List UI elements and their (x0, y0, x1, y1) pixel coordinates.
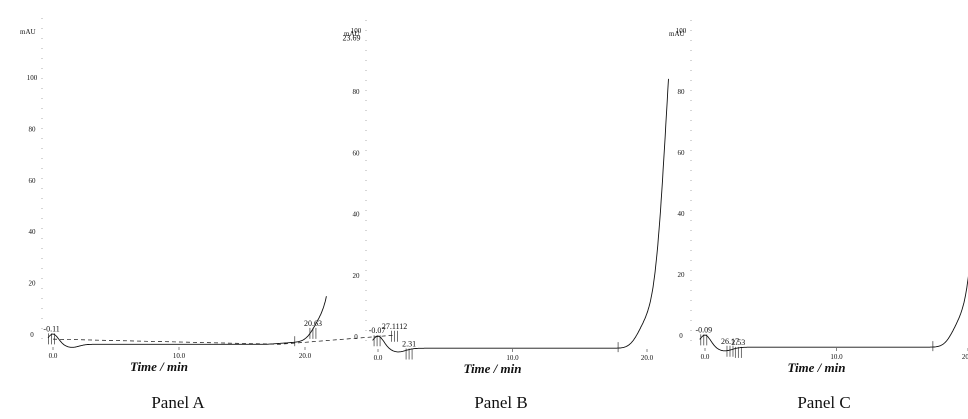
panel-a-y-tick-label: 0 (30, 331, 34, 339)
panel-c-trace (699, 276, 968, 352)
panel-c-x-tick-label: 20.0 (962, 353, 968, 361)
panel-a-y-tick-label: 20 (29, 280, 37, 288)
panel-b-x-tick-label: 20.0 (641, 354, 654, 362)
panel-c-y-unit-label: mAU (669, 30, 685, 38)
panel-c-y-tick-label: 60 (678, 149, 686, 157)
panel-a-chart: mAU 0 20 40 60 80 100 0.0 10.0 20.0 Time / min Pane… (20, 18, 407, 412)
panel-a-x-tick-label: 0.0 (49, 352, 58, 360)
panel-a-x-axis-title: Time / min (130, 359, 188, 374)
panel-a-caption: Panel A (151, 393, 205, 412)
panel-a-peak-label: 23.69 (342, 33, 360, 42)
panel-a-dashed-baseline (52, 334, 394, 345)
panel-b-x-tick-label: 10.0 (506, 354, 519, 362)
panel-a-y-tick-label: 40 (29, 228, 37, 236)
panel-b-peak-label: -0.07 (369, 326, 386, 335)
panel-c-y-tick-label: 80 (678, 88, 686, 96)
panel-c-y-tick-label: 100 (676, 27, 687, 35)
panel-c-peak-label: 2.53 (731, 338, 745, 347)
panel-a-peak-label: 27.1112 (382, 322, 407, 331)
panel-c-y-tick-label: 0 (679, 332, 683, 340)
panel-b-peak-label: 2.31 (402, 340, 416, 349)
panel-b-y-tick-label: 60 (353, 149, 361, 157)
panel-b-y-tick-label: 80 (353, 88, 361, 96)
panel-b-y-tick-label: 100 (351, 27, 362, 35)
panel-a-y-tick-label: 100 (27, 74, 38, 82)
panel-a-peak-label: -0.11 (43, 324, 59, 333)
panel-b-y-tick-label: 0 (354, 333, 358, 341)
panel-a-y-tick-label: 60 (29, 177, 37, 185)
panel-a-trace (47, 296, 327, 348)
panel-b-x-axis-title: Time / min (463, 361, 521, 376)
panel-a-x-tick-label: 10.0 (173, 352, 186, 360)
panel-c-x-axis-title: Time / min (787, 360, 845, 375)
panel-b-x-tick-label: 0.0 (374, 354, 383, 362)
panel-a-y-tick-label: 80 (29, 125, 37, 133)
panel-b-y-tick-label: 40 (353, 211, 361, 219)
panel-b-y-unit-label: mAU (344, 30, 360, 38)
panel-c-x-tick-label: 10.0 (830, 353, 843, 361)
panel-c-peak-label: -0.09 (695, 325, 712, 334)
panel-a-y-unit-label: mAU (20, 28, 36, 36)
panel-b-peak-label: 26.17 (721, 337, 739, 346)
panel-c-y-tick-label: 20 (678, 271, 686, 279)
panel-b-y-tick-label: 20 (353, 272, 361, 280)
panel-c-x-tick-label: 0.0 (701, 353, 710, 361)
panel-a-x-tick-label: 20.0 (299, 352, 312, 360)
panel-a-peak-label: 20.63 (304, 319, 322, 328)
panel-b-trace (372, 78, 669, 353)
panel-c-y-tick-label: 40 (678, 210, 686, 218)
panel-b-caption: Panel B (474, 393, 527, 412)
panel-c-caption: Panel C (797, 393, 850, 412)
